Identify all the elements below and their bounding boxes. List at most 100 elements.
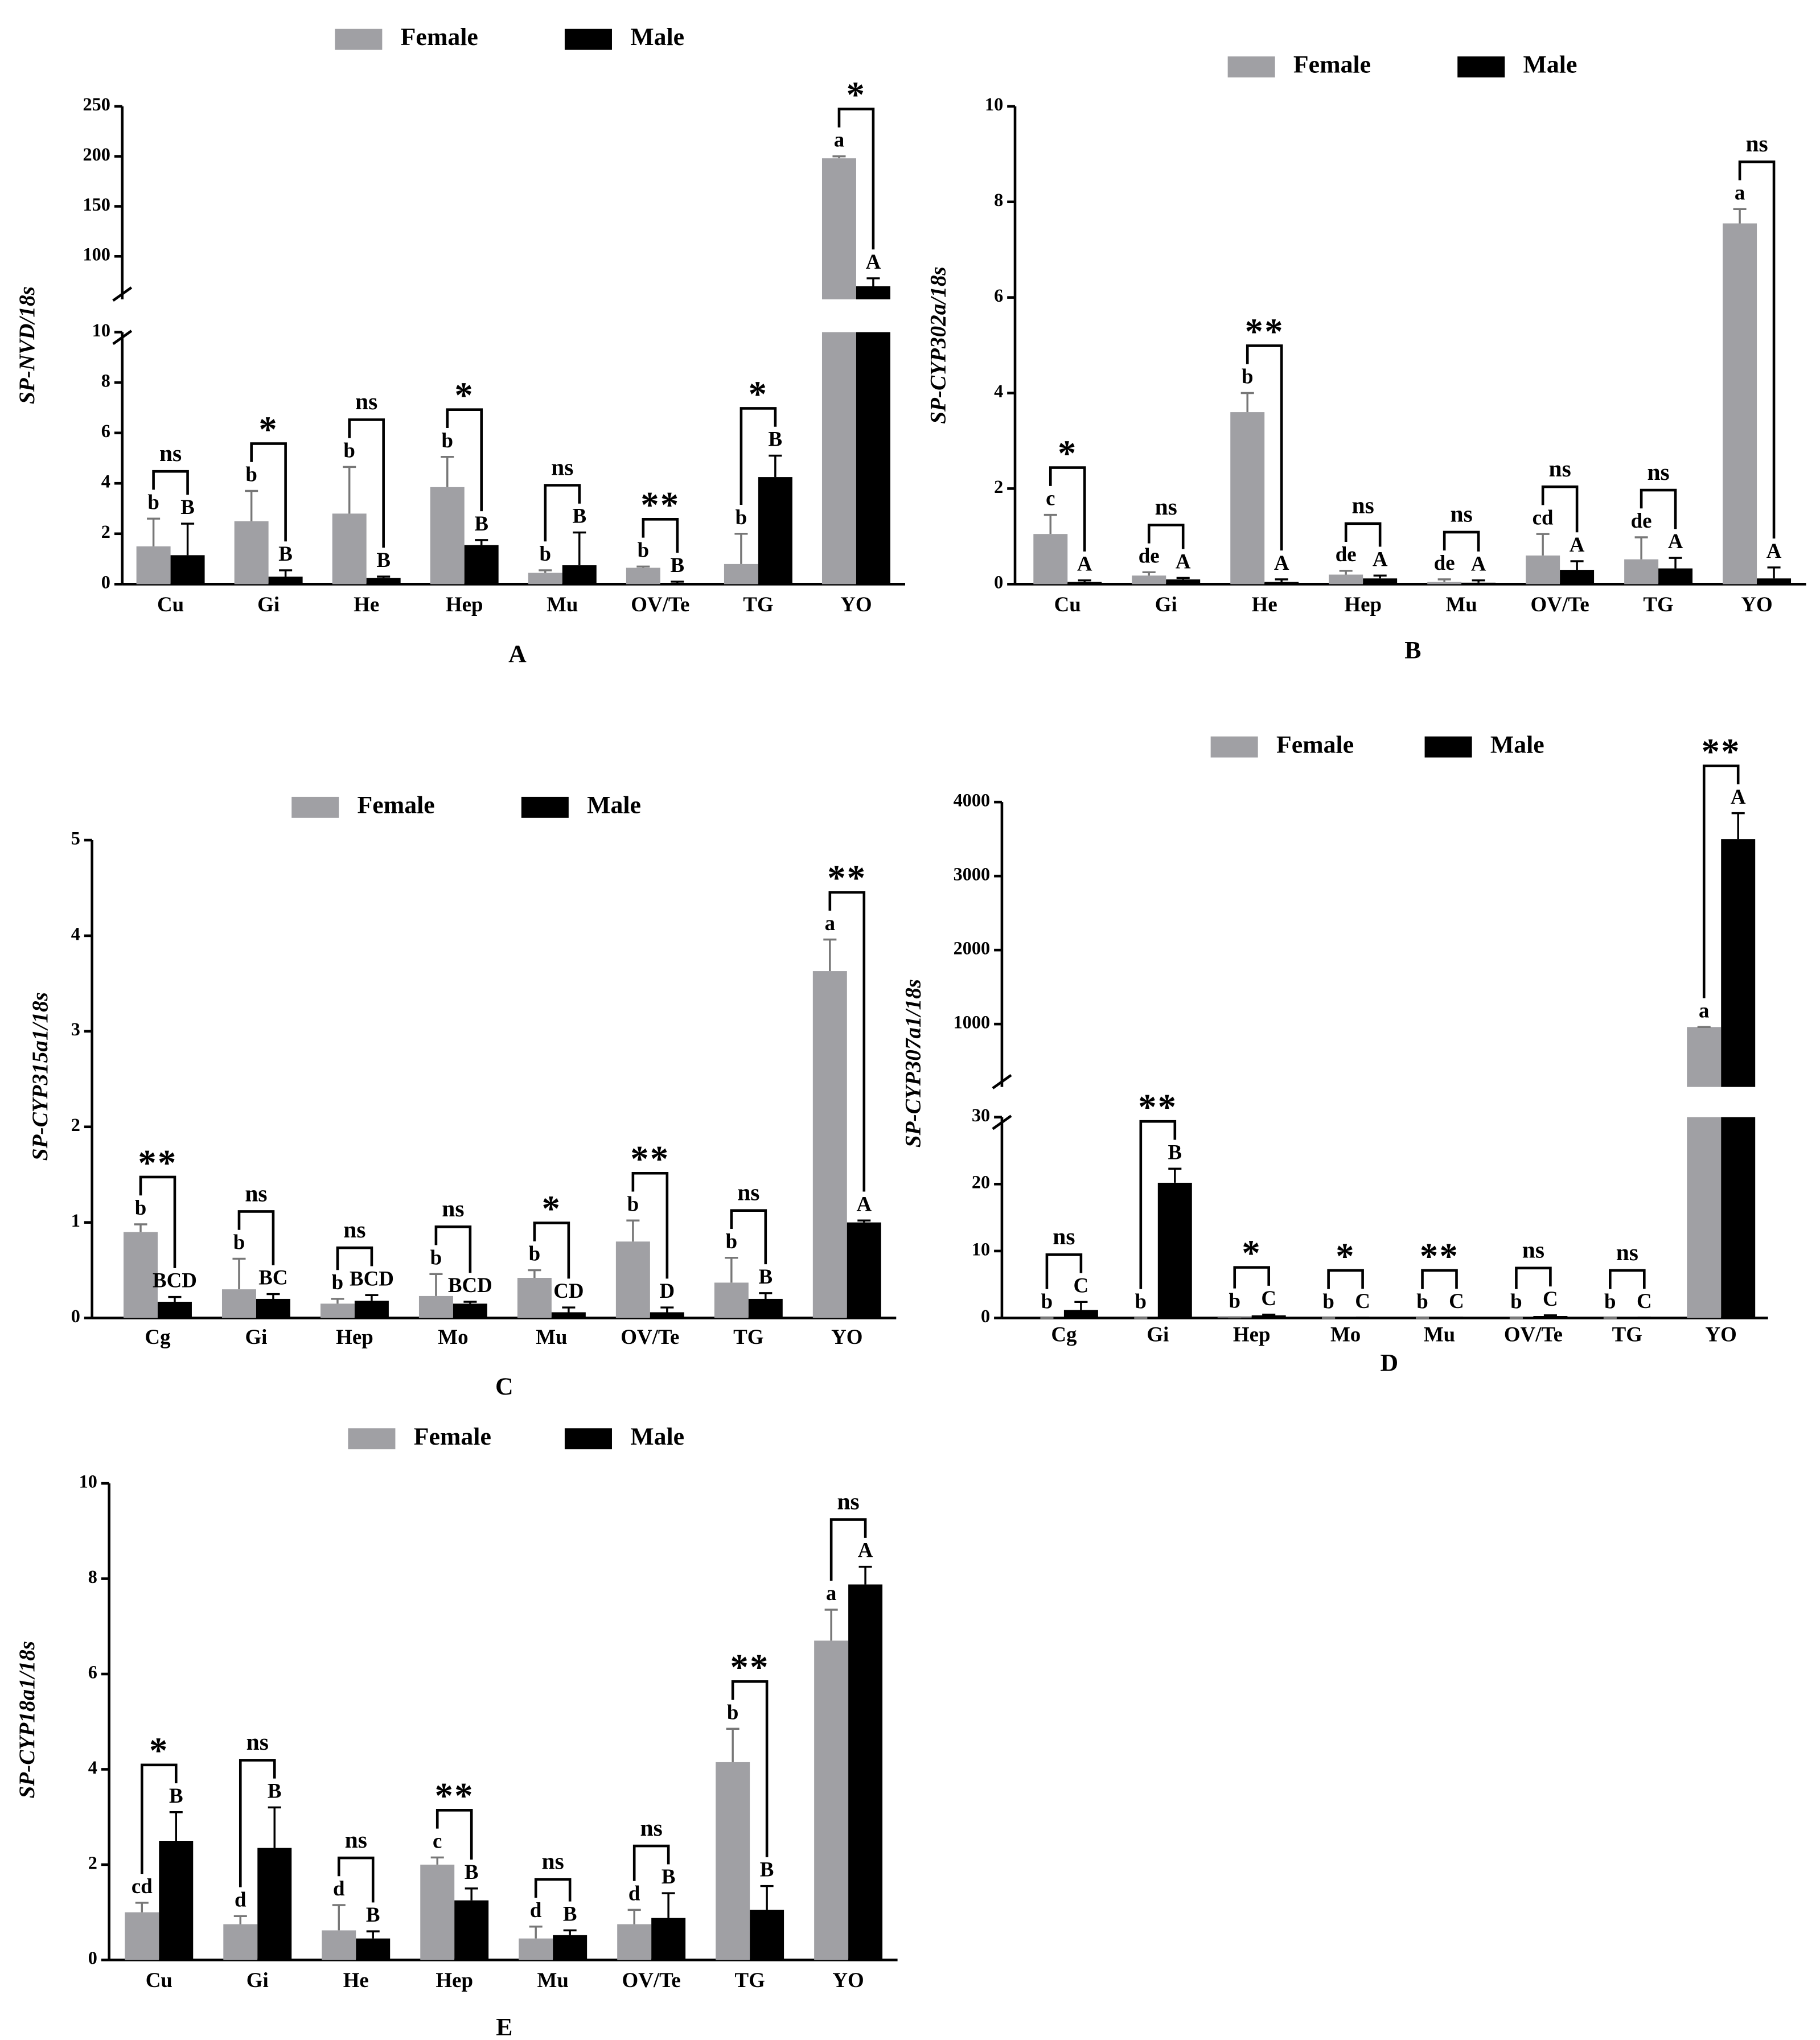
group-letter: B [572, 504, 586, 528]
group-letter: b [736, 505, 747, 529]
bar [1687, 1027, 1722, 1318]
group-letter: A [866, 250, 881, 273]
bar [320, 1303, 355, 1318]
bar-segment [1658, 568, 1693, 585]
axis-break [112, 286, 133, 302]
panel-label: E [496, 2014, 512, 2040]
significance-bracket [837, 108, 875, 250]
error-bar [377, 575, 391, 578]
group-letter: B [671, 553, 685, 577]
bar [1329, 574, 1363, 585]
bar [1533, 1316, 1568, 1318]
group-letter: A [1471, 552, 1486, 575]
significance-label: ** [640, 484, 680, 525]
bar-segment [517, 1278, 552, 1318]
bar-segment [716, 1762, 750, 1960]
group-letter: de [1434, 551, 1455, 574]
bar [124, 1232, 158, 1318]
significance-bracket [237, 1210, 275, 1265]
bar-segment [821, 158, 856, 299]
group-letter: b [147, 490, 159, 513]
bar-segment [660, 583, 695, 585]
error-bar [441, 455, 454, 487]
bar [1461, 582, 1496, 585]
bar-segment [1067, 582, 1102, 585]
x-tick-label: Mu [536, 1325, 567, 1348]
error-bar [135, 1902, 149, 1912]
y-tick-label: 2 [88, 1852, 97, 1873]
x-tick-label: OV/Te [1531, 593, 1589, 616]
error-bar [1373, 574, 1387, 579]
bar-segment [847, 1222, 881, 1318]
axis-break [992, 1114, 1012, 1130]
group-letter: B [169, 1784, 183, 1807]
bar-segment [651, 1918, 686, 1960]
bar [812, 971, 847, 1318]
group-letter: b [441, 429, 453, 452]
bar [1721, 839, 1756, 1318]
bar [366, 578, 401, 585]
bar-segment [1560, 570, 1595, 585]
group-letter: cd [132, 1874, 153, 1898]
y-tick-label: 2 [101, 521, 110, 542]
bar [453, 1303, 487, 1318]
significance-bracket [632, 1844, 670, 1881]
error-bar [529, 1925, 543, 1939]
error-bar [636, 565, 650, 568]
x-tick-label: Cu [146, 1968, 172, 1992]
x-tick-label: Cg [1051, 1322, 1077, 1346]
y-tick-label: 5 [71, 828, 80, 848]
error-bar [1634, 536, 1648, 560]
legend-label: Female [401, 23, 478, 51]
error-bar [1437, 578, 1451, 582]
error-bar [1767, 566, 1781, 579]
x-tick-label: Gi [245, 1325, 267, 1348]
y-axis-label: SP-CYP302a/18s [926, 266, 951, 423]
significance-bracket [336, 1246, 373, 1270]
group-letter: b [343, 438, 355, 462]
error-bar [268, 1806, 281, 1848]
group-letter: A [1077, 552, 1092, 575]
bar-segment [1363, 578, 1398, 585]
y-tick-label: 150 [83, 194, 110, 215]
legend-swatch [1424, 736, 1472, 758]
bar [223, 1924, 258, 1960]
x-tick-label: YO [831, 1325, 862, 1348]
significance-label: ns [442, 1195, 464, 1221]
group-letter: D [660, 1279, 675, 1302]
y-tick-label: 30 [972, 1105, 990, 1125]
y-tick-label: 10 [972, 1239, 990, 1259]
y-tick-label: 10 [79, 1471, 97, 1492]
y-tick-label: 6 [994, 285, 1003, 306]
x-tick-label: Mo [438, 1325, 468, 1348]
x-tick-label: TG [743, 593, 773, 616]
bar [125, 1912, 159, 1960]
significance-label: ** [138, 1142, 177, 1183]
bar-segment [1461, 582, 1496, 585]
error-bar [1168, 1167, 1182, 1183]
bar [1166, 579, 1201, 585]
y-tick-label: 8 [994, 190, 1003, 210]
error-bar [1176, 577, 1190, 579]
legend-label: Male [630, 23, 684, 51]
error-bar [823, 938, 837, 972]
x-tick-label: He [343, 1968, 369, 1992]
error-bar [463, 1301, 477, 1304]
error-bar [1142, 571, 1156, 576]
significance-label: ns [1352, 492, 1374, 519]
group-letter: c [1046, 487, 1055, 510]
y-tick-label: 0 [994, 572, 1003, 593]
error-bar [1078, 579, 1091, 582]
group-letter: a [1699, 998, 1709, 1022]
significance-bracket [250, 442, 287, 542]
group-letter: b [1135, 1290, 1147, 1313]
significance-bracket [1515, 1266, 1552, 1289]
bar [1251, 1315, 1286, 1318]
error-bar [134, 1223, 147, 1232]
y-tick-label: 2000 [954, 938, 991, 959]
error-bar [671, 581, 684, 583]
bar-segment [626, 567, 660, 585]
x-tick-label: TG [733, 1325, 763, 1348]
error-bar [1570, 560, 1584, 570]
error-bar [266, 1293, 280, 1299]
